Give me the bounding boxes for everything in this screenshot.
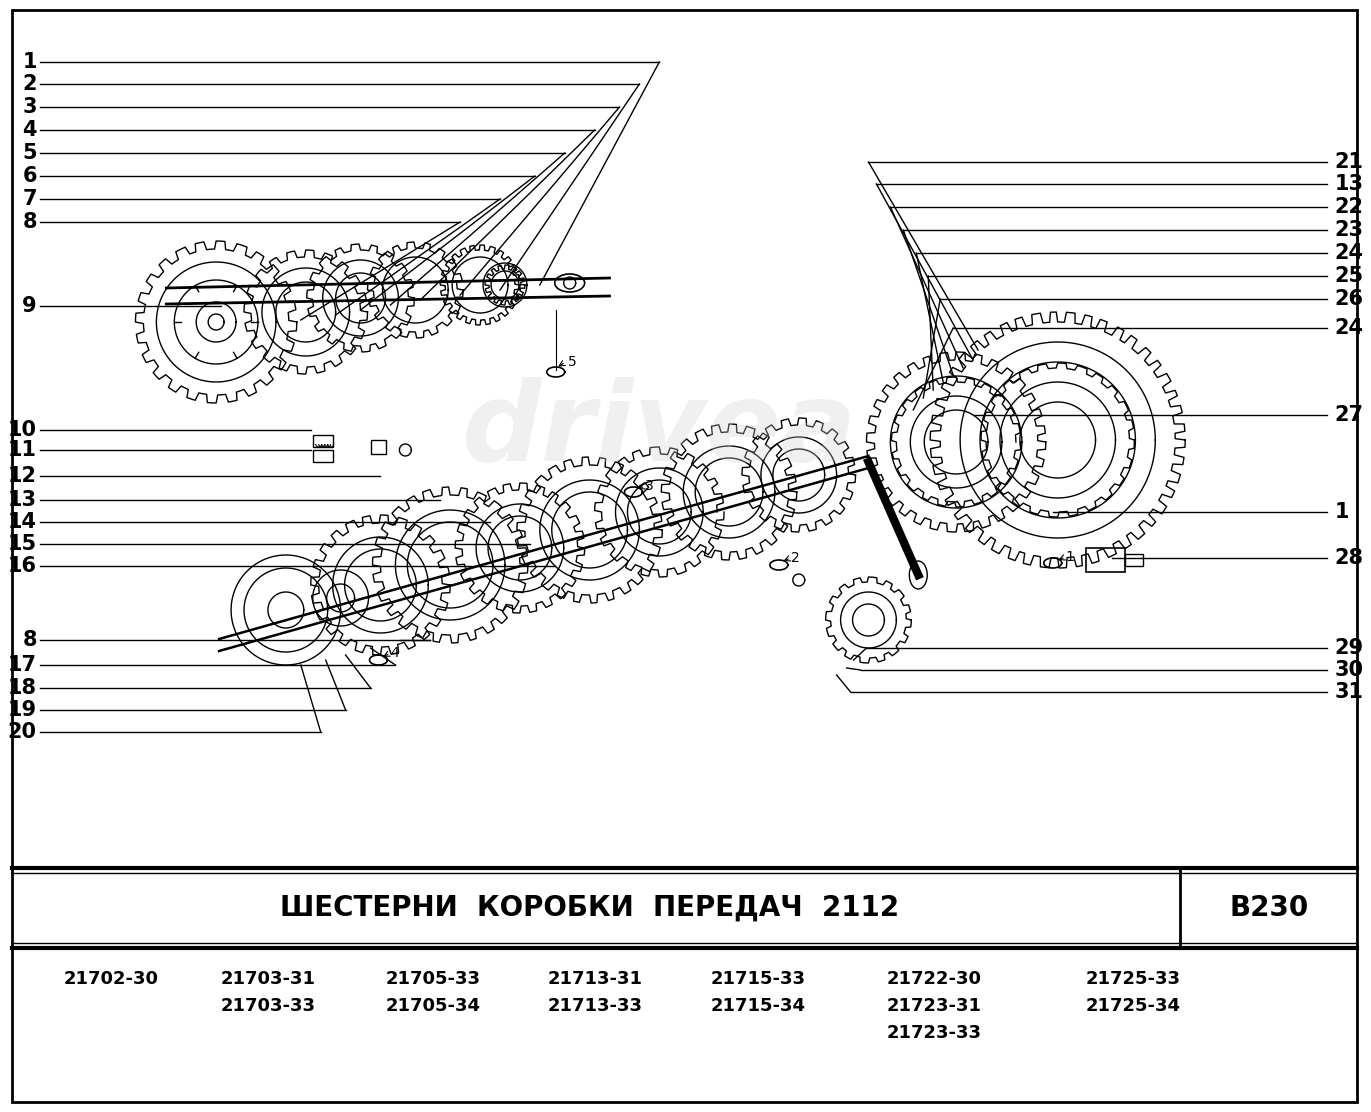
- Bar: [370, 440, 387, 454]
- Text: 21725-33: 21725-33: [1086, 970, 1180, 987]
- Text: 30: 30: [1334, 661, 1364, 681]
- Text: 15: 15: [8, 534, 37, 554]
- Text: 21722-30: 21722-30: [887, 970, 982, 987]
- Text: 21: 21: [1334, 152, 1364, 172]
- Text: 2: 2: [791, 552, 799, 565]
- Text: 21713-33: 21713-33: [548, 997, 643, 1015]
- Text: 10: 10: [8, 420, 37, 440]
- Bar: [313, 450, 333, 461]
- Text: 25: 25: [1334, 266, 1364, 286]
- Text: 19: 19: [8, 699, 37, 719]
- Text: 1: 1: [1334, 502, 1349, 522]
- Text: 13: 13: [1334, 173, 1364, 193]
- Text: 21715-34: 21715-34: [712, 997, 806, 1015]
- Text: 8: 8: [22, 212, 37, 232]
- Text: 2: 2: [22, 75, 37, 95]
- Text: 24: 24: [1334, 318, 1364, 338]
- Text: 21723-33: 21723-33: [887, 1024, 982, 1042]
- Text: 18: 18: [8, 678, 37, 698]
- Text: 21713-31: 21713-31: [548, 970, 643, 987]
- Text: 5: 5: [568, 355, 576, 369]
- Text: 11: 11: [8, 440, 37, 460]
- Text: 21705-34: 21705-34: [385, 997, 480, 1015]
- Ellipse shape: [909, 560, 927, 589]
- Text: 3: 3: [646, 479, 654, 493]
- Text: drivea: drivea: [462, 377, 857, 484]
- Text: 31: 31: [1334, 682, 1364, 702]
- Text: 12: 12: [8, 466, 37, 486]
- Text: ШЕСТЕРНИ  КОРОБКИ  ПЕРЕДАЧ  2112: ШЕСТЕРНИ КОРОБКИ ПЕРЕДАЧ 2112: [280, 894, 899, 922]
- Text: 20: 20: [8, 722, 37, 742]
- Text: 7: 7: [22, 189, 37, 209]
- Text: 21703-31: 21703-31: [221, 970, 317, 987]
- Text: 22: 22: [1334, 197, 1364, 217]
- Text: 8: 8: [22, 631, 37, 651]
- Text: 21705-33: 21705-33: [385, 970, 480, 987]
- Text: 16: 16: [8, 556, 37, 576]
- Text: 4: 4: [391, 646, 399, 661]
- Text: В230: В230: [1230, 894, 1308, 922]
- Text: 3: 3: [22, 97, 37, 117]
- Text: 29: 29: [1334, 638, 1364, 658]
- Text: 21703-33: 21703-33: [221, 997, 317, 1015]
- Text: 17: 17: [8, 655, 37, 675]
- Text: 26: 26: [1334, 289, 1364, 309]
- Text: 23: 23: [1334, 220, 1364, 240]
- Text: 14: 14: [8, 512, 37, 532]
- Text: 1: 1: [1065, 550, 1075, 564]
- Text: 1: 1: [22, 52, 37, 72]
- Text: 28: 28: [1334, 548, 1364, 568]
- Text: 6: 6: [22, 166, 37, 186]
- Bar: [313, 435, 333, 447]
- Text: 13: 13: [8, 490, 37, 510]
- Text: 21723-31: 21723-31: [887, 997, 982, 1015]
- Text: 21715-33: 21715-33: [712, 970, 806, 987]
- Text: 9: 9: [22, 296, 37, 316]
- Text: 21702-30: 21702-30: [63, 970, 159, 987]
- Bar: [1126, 554, 1143, 566]
- Text: 5: 5: [22, 143, 37, 163]
- Text: 21725-34: 21725-34: [1086, 997, 1180, 1015]
- Text: 24: 24: [1334, 244, 1364, 264]
- Text: 27: 27: [1334, 405, 1364, 425]
- Text: 4: 4: [22, 120, 37, 140]
